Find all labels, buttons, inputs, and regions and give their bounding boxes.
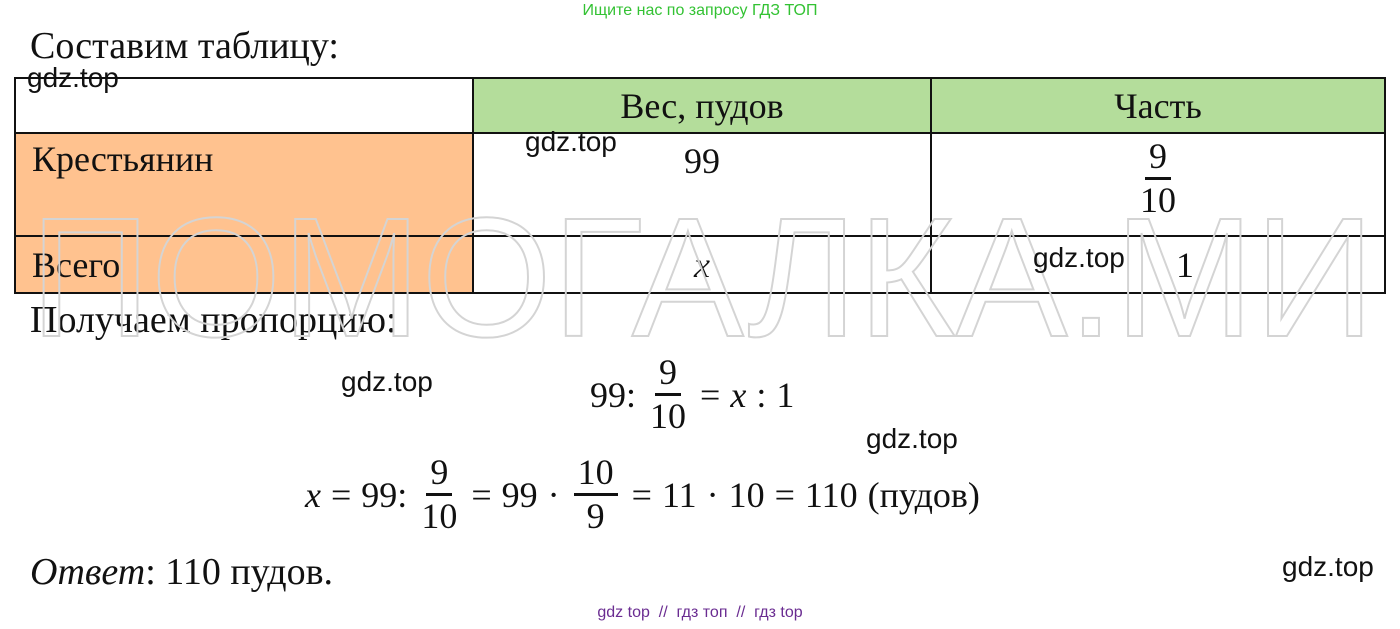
math-token: · [547,474,560,515]
cell: 9 10 [930,132,1386,237]
math-token: 110 [804,474,858,515]
numerator: 9 [655,352,682,397]
row-label: Всего [14,235,474,294]
math-token: 99 [501,474,538,515]
math-token: 11 [661,474,697,515]
math-token: 99: [590,374,637,415]
math-token: = [774,474,795,515]
numerator: 10 [573,452,618,497]
table: Вес, пудов Часть Крестьянин 99 9 10 Всего… [14,77,1386,294]
intro: Составим таблицу: [30,25,339,67]
watermark: gdz.top [1282,551,1374,582]
watermark: gdz.top [341,366,433,397]
denominator: 9 [586,496,605,537]
watermark: gdz.top [525,126,617,157]
math-token: · [706,474,719,515]
fraction: 9 10 [1140,136,1176,222]
answer: Ответ: 110 пудов. [30,550,333,594]
math-token: = [471,474,492,515]
math-token: = [700,374,721,415]
numerator: 9 [1145,136,1171,181]
watermark: gdz.top [866,423,958,454]
math-token: = [330,474,352,515]
header-cell: Часть [930,77,1386,134]
numerator: 9 [426,452,453,497]
cell: 1 [930,235,1386,294]
cell: 99 [472,132,932,237]
math-token: 1 [776,374,795,415]
footer: gdz top // гдз топ // гдз top [597,604,803,621]
denominator: 10 [421,496,458,537]
watermark: gdz.top [1033,242,1125,273]
banner: Ищите нас по запросу ГДЗ ТОП [582,2,818,19]
math-token: = [631,474,652,515]
denominator: 10 [650,396,687,437]
math-token: x [305,474,321,515]
fraction: 10 9 [573,452,618,538]
math-token: x [730,374,747,415]
row-label: Крестьянин [14,132,474,237]
watermark: gdz.top [27,62,119,93]
answer-text: : 110 пудов. [145,551,334,593]
empty-cell [14,77,474,134]
math-token: 99: [361,474,408,515]
cell: x [472,235,932,294]
fraction: 9 10 [421,452,457,538]
answer-label: Ответ [30,551,146,593]
math-token: 10 [728,474,765,515]
proportion-label: Получаем пропорцию: [30,299,397,341]
fraction: 9 10 [650,352,686,438]
header-cell: Вес, пудов [472,77,932,134]
math-token: (пудов) [867,474,980,515]
equation: x = 99: 9 10 = 99 · 10 9 = 11 · 10 = 110 (пудов) [305,452,980,538]
denominator: 10 [1140,180,1176,221]
equation: 99: 9 10 = x:1 [590,352,794,438]
math-token: : [756,374,767,415]
